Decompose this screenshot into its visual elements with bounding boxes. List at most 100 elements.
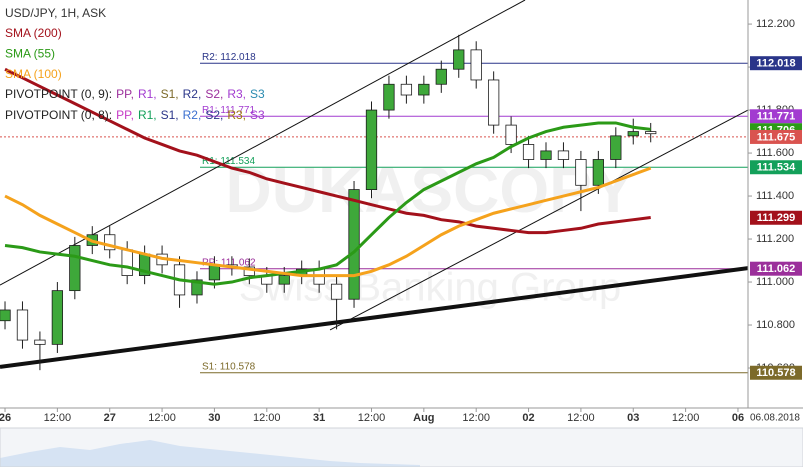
pivot-legend-part: S1, (161, 108, 179, 122)
legend-title: USD/JPY, 1H, ASK (5, 6, 106, 20)
candle-body (51, 290, 64, 345)
pivot-level-label: R2: 112.018 (202, 52, 256, 63)
pivot-legend-part: R1, (138, 87, 157, 101)
candle-body (400, 83, 413, 96)
x-tick-label: 03 (627, 412, 639, 424)
candle-body (208, 264, 221, 281)
candle-body (34, 339, 46, 345)
pivot-legend: PIVOTPOINT (0, 9): PP, R1, S1, R2, S2, R3, S3 (5, 87, 265, 101)
sma-badge (750, 210, 802, 225)
candle-body (191, 279, 203, 296)
candle-body (540, 150, 552, 160)
sma-line (4, 166, 652, 278)
pivot-legend-part: PIVOTPOINT (0, 8): (5, 108, 112, 122)
candle-body (348, 189, 360, 300)
pivot-level-badge-label: 111.771 (757, 111, 796, 123)
y-tick-label: 110.800 (756, 319, 795, 331)
x-tick-label: 12:00 (462, 412, 490, 424)
y-tick-label: 111.600 (756, 147, 794, 159)
legend-entry: SMA (200) (5, 26, 62, 40)
legend-entry: SMA (100) (5, 67, 62, 81)
x-tick-label: 12:00 (148, 412, 176, 424)
pivot-legend-part: PP, (116, 87, 134, 101)
candle-body (418, 83, 430, 96)
y-tick-label: 111.200 (756, 233, 794, 245)
candle-body (121, 249, 133, 276)
pivot-legend-part: R3, (227, 108, 246, 122)
pivot-level-label: PP: 111.062 (202, 257, 256, 268)
candle-body (557, 150, 570, 160)
pivot-legend-part: S1, (161, 87, 179, 101)
candle-body (383, 83, 395, 111)
pivot-legend-part: S2, (205, 87, 223, 101)
current-price-badge (750, 129, 802, 144)
candle-body (69, 245, 81, 292)
navigator-area (0, 440, 420, 467)
candle-body (278, 275, 290, 285)
candle-body (330, 283, 343, 300)
candle-body (575, 159, 587, 186)
navigator (0, 427, 803, 467)
pivot-level-badge (750, 56, 802, 71)
pivot-level-badge-label: 111.534 (757, 162, 796, 174)
pivot-level-badge (750, 109, 802, 124)
candle-body (16, 309, 29, 341)
axes: 110.600110.800111.000111.200111.400111.6… (0, 18, 802, 424)
watermark-main: DUKASCOPY (226, 154, 635, 226)
candle-body (627, 131, 639, 137)
current-price-badge-label: 111.675 (757, 131, 796, 143)
candle-body (610, 135, 622, 160)
legend-entry: SMA (55) (5, 47, 55, 61)
pivot-legend: PIVOTPOINT (0, 8): PP, R1, S1, R2, S2, R3, S3 (5, 108, 265, 122)
pivot-level-badge (750, 261, 802, 276)
y-tick-label: 111.000 (756, 276, 794, 288)
pivot-level-label: R1: 111.771 (202, 105, 255, 116)
trendline (329, 109, 748, 331)
x-tick-label: 27 (104, 412, 116, 424)
pivot-legend-part: R1, (138, 108, 157, 122)
sma-line (4, 67, 651, 235)
x-tick-label: 06 (732, 412, 744, 424)
candle-body (104, 234, 116, 251)
candle-body (453, 49, 465, 70)
pivot-legend-part: R3, (227, 87, 246, 101)
candle-body (522, 144, 535, 160)
pivot-level-label: S1: 110.578 (202, 361, 256, 372)
pivot-level-badge-label: 111.062 (757, 263, 796, 275)
sma-badge-label: 111.299 (757, 212, 796, 224)
pivot-level-badge (750, 160, 802, 175)
pivot-legend-part: PP, (116, 108, 134, 122)
x-tick-label: 30 (208, 412, 220, 424)
candle-body (488, 79, 500, 126)
x-tick-label: 31 (313, 412, 325, 424)
candle-body (435, 68, 447, 85)
sma-line (4, 121, 651, 286)
candle-body (470, 49, 482, 81)
x-tick-label: 12:00 (44, 412, 72, 424)
x-tick-label: 12:00 (253, 412, 281, 424)
x-tick-label: 12:00 (672, 412, 700, 424)
candle-body (592, 159, 604, 186)
pivot-level-badge-label: 110.578 (756, 367, 795, 379)
pivot-level-badge (750, 365, 802, 380)
pivot-legend-part: S3 (250, 87, 265, 101)
y-tick-label: 111.400 (756, 190, 794, 202)
candle-body (645, 131, 657, 135)
pivot-level-badge-label: 112.018 (756, 58, 795, 70)
pivot-legend-part: PIVOTPOINT (0, 9): (5, 87, 112, 101)
date-label: 06.08.2018 (750, 413, 800, 424)
pivot-legend-part: R2, (183, 87, 202, 101)
trendline (0, 266, 748, 369)
legend: USD/JPY, 1H, ASK SMA (200) SMA (55) SMA (1… (5, 6, 265, 122)
x-tick-label: 02 (522, 412, 534, 424)
pivot-legend-part: S2, (205, 108, 223, 122)
x-tick-label: 12:00 (358, 412, 386, 424)
pivot-legend-part: R2, (183, 108, 202, 122)
navigator-frame (0, 427, 803, 467)
x-tick-label: 26 (0, 412, 11, 424)
y-tick-label: 112.200 (756, 18, 795, 30)
candle-body (505, 124, 517, 145)
pivot-legend-part: S3 (250, 108, 265, 122)
